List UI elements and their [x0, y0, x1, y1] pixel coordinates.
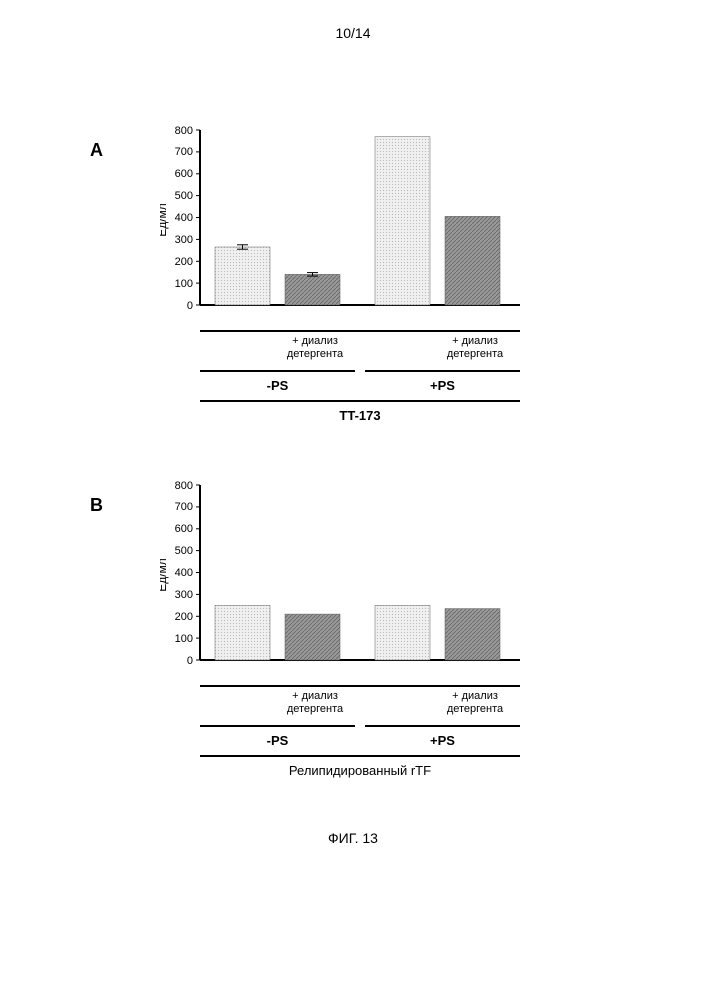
chart-b-group2-line: [365, 725, 520, 727]
chart-b-title-line: [200, 755, 520, 757]
svg-text:100: 100: [175, 278, 193, 290]
svg-text:300: 300: [175, 589, 193, 601]
chart-b-group1-line: [200, 725, 355, 727]
chart-b-sublabel-1: + диализдетергента: [275, 690, 355, 716]
svg-text:700: 700: [175, 146, 193, 158]
chart-b-yticks: 0 100 200 300 400 500 600 700 800: [175, 480, 200, 667]
svg-text:100: 100: [175, 633, 193, 645]
chart-a-ylabel: Ед/мл: [160, 203, 169, 237]
svg-text:800: 800: [175, 125, 193, 137]
chart-b-bar-1: [215, 605, 270, 660]
svg-text:600: 600: [175, 168, 193, 180]
chart-b-bar-3: [375, 605, 430, 660]
chart-b-bar-4: [445, 609, 500, 660]
panel-b-label: B: [90, 495, 103, 516]
svg-text:200: 200: [175, 611, 193, 623]
chart-a-bar-4: [445, 216, 500, 305]
chart-b-baseline: [200, 685, 520, 687]
chart-a-yticks: 0 100 200 300 400 500 600 700 800: [175, 125, 200, 312]
svg-text:400: 400: [175, 212, 193, 224]
chart-a-group1-label: -PS: [200, 378, 355, 393]
chart-a-svg: 0 100 200 300 400 500 600 700 800 Ед/мл: [160, 120, 520, 330]
svg-text:0: 0: [187, 655, 193, 667]
chart-a-bar-1: [215, 247, 270, 305]
chart-b-bar-2: [285, 614, 340, 660]
chart-b-group2-label: +PS: [365, 733, 520, 748]
figure-caption: ФИГ. 13: [0, 830, 706, 846]
panel-a-label: A: [90, 140, 103, 161]
chart-a-baseline: [200, 330, 520, 332]
svg-text:500: 500: [175, 190, 193, 202]
chart-b-ylabel: Ед/мл: [160, 558, 169, 592]
chart-a-group2-line: [365, 370, 520, 372]
chart-a: 0 100 200 300 400 500 600 700 800 Ед/мл: [160, 120, 520, 330]
chart-a-group1-line: [200, 370, 355, 372]
chart-a-sublabel-2: + диализдетергента: [435, 335, 515, 361]
svg-text:800: 800: [175, 480, 193, 492]
chart-a-title: TT-173: [200, 408, 520, 423]
svg-text:400: 400: [175, 567, 193, 579]
chart-b-title: Релипидированный rTF: [160, 763, 560, 778]
chart-b-sublabel-2: + диализдетергента: [435, 690, 515, 716]
svg-text:300: 300: [175, 234, 193, 246]
chart-b-svg: 0 100 200 300 400 500 600 700 800 Ед/мл: [160, 475, 520, 685]
svg-text:600: 600: [175, 523, 193, 535]
chart-a-title-line: [200, 400, 520, 402]
chart-a-sublabel-1: + диализдетергента: [275, 335, 355, 361]
chart-b-group1-label: -PS: [200, 733, 355, 748]
svg-text:700: 700: [175, 501, 193, 513]
chart-a-bar-2: [285, 274, 340, 305]
chart-b: 0 100 200 300 400 500 600 700 800 Ед/мл: [160, 475, 520, 685]
svg-text:0: 0: [187, 300, 193, 312]
chart-a-bar-3: [375, 137, 430, 305]
svg-text:500: 500: [175, 545, 193, 557]
chart-a-group2-label: +PS: [365, 378, 520, 393]
page-number: 10/14: [0, 25, 706, 41]
svg-text:200: 200: [175, 256, 193, 268]
